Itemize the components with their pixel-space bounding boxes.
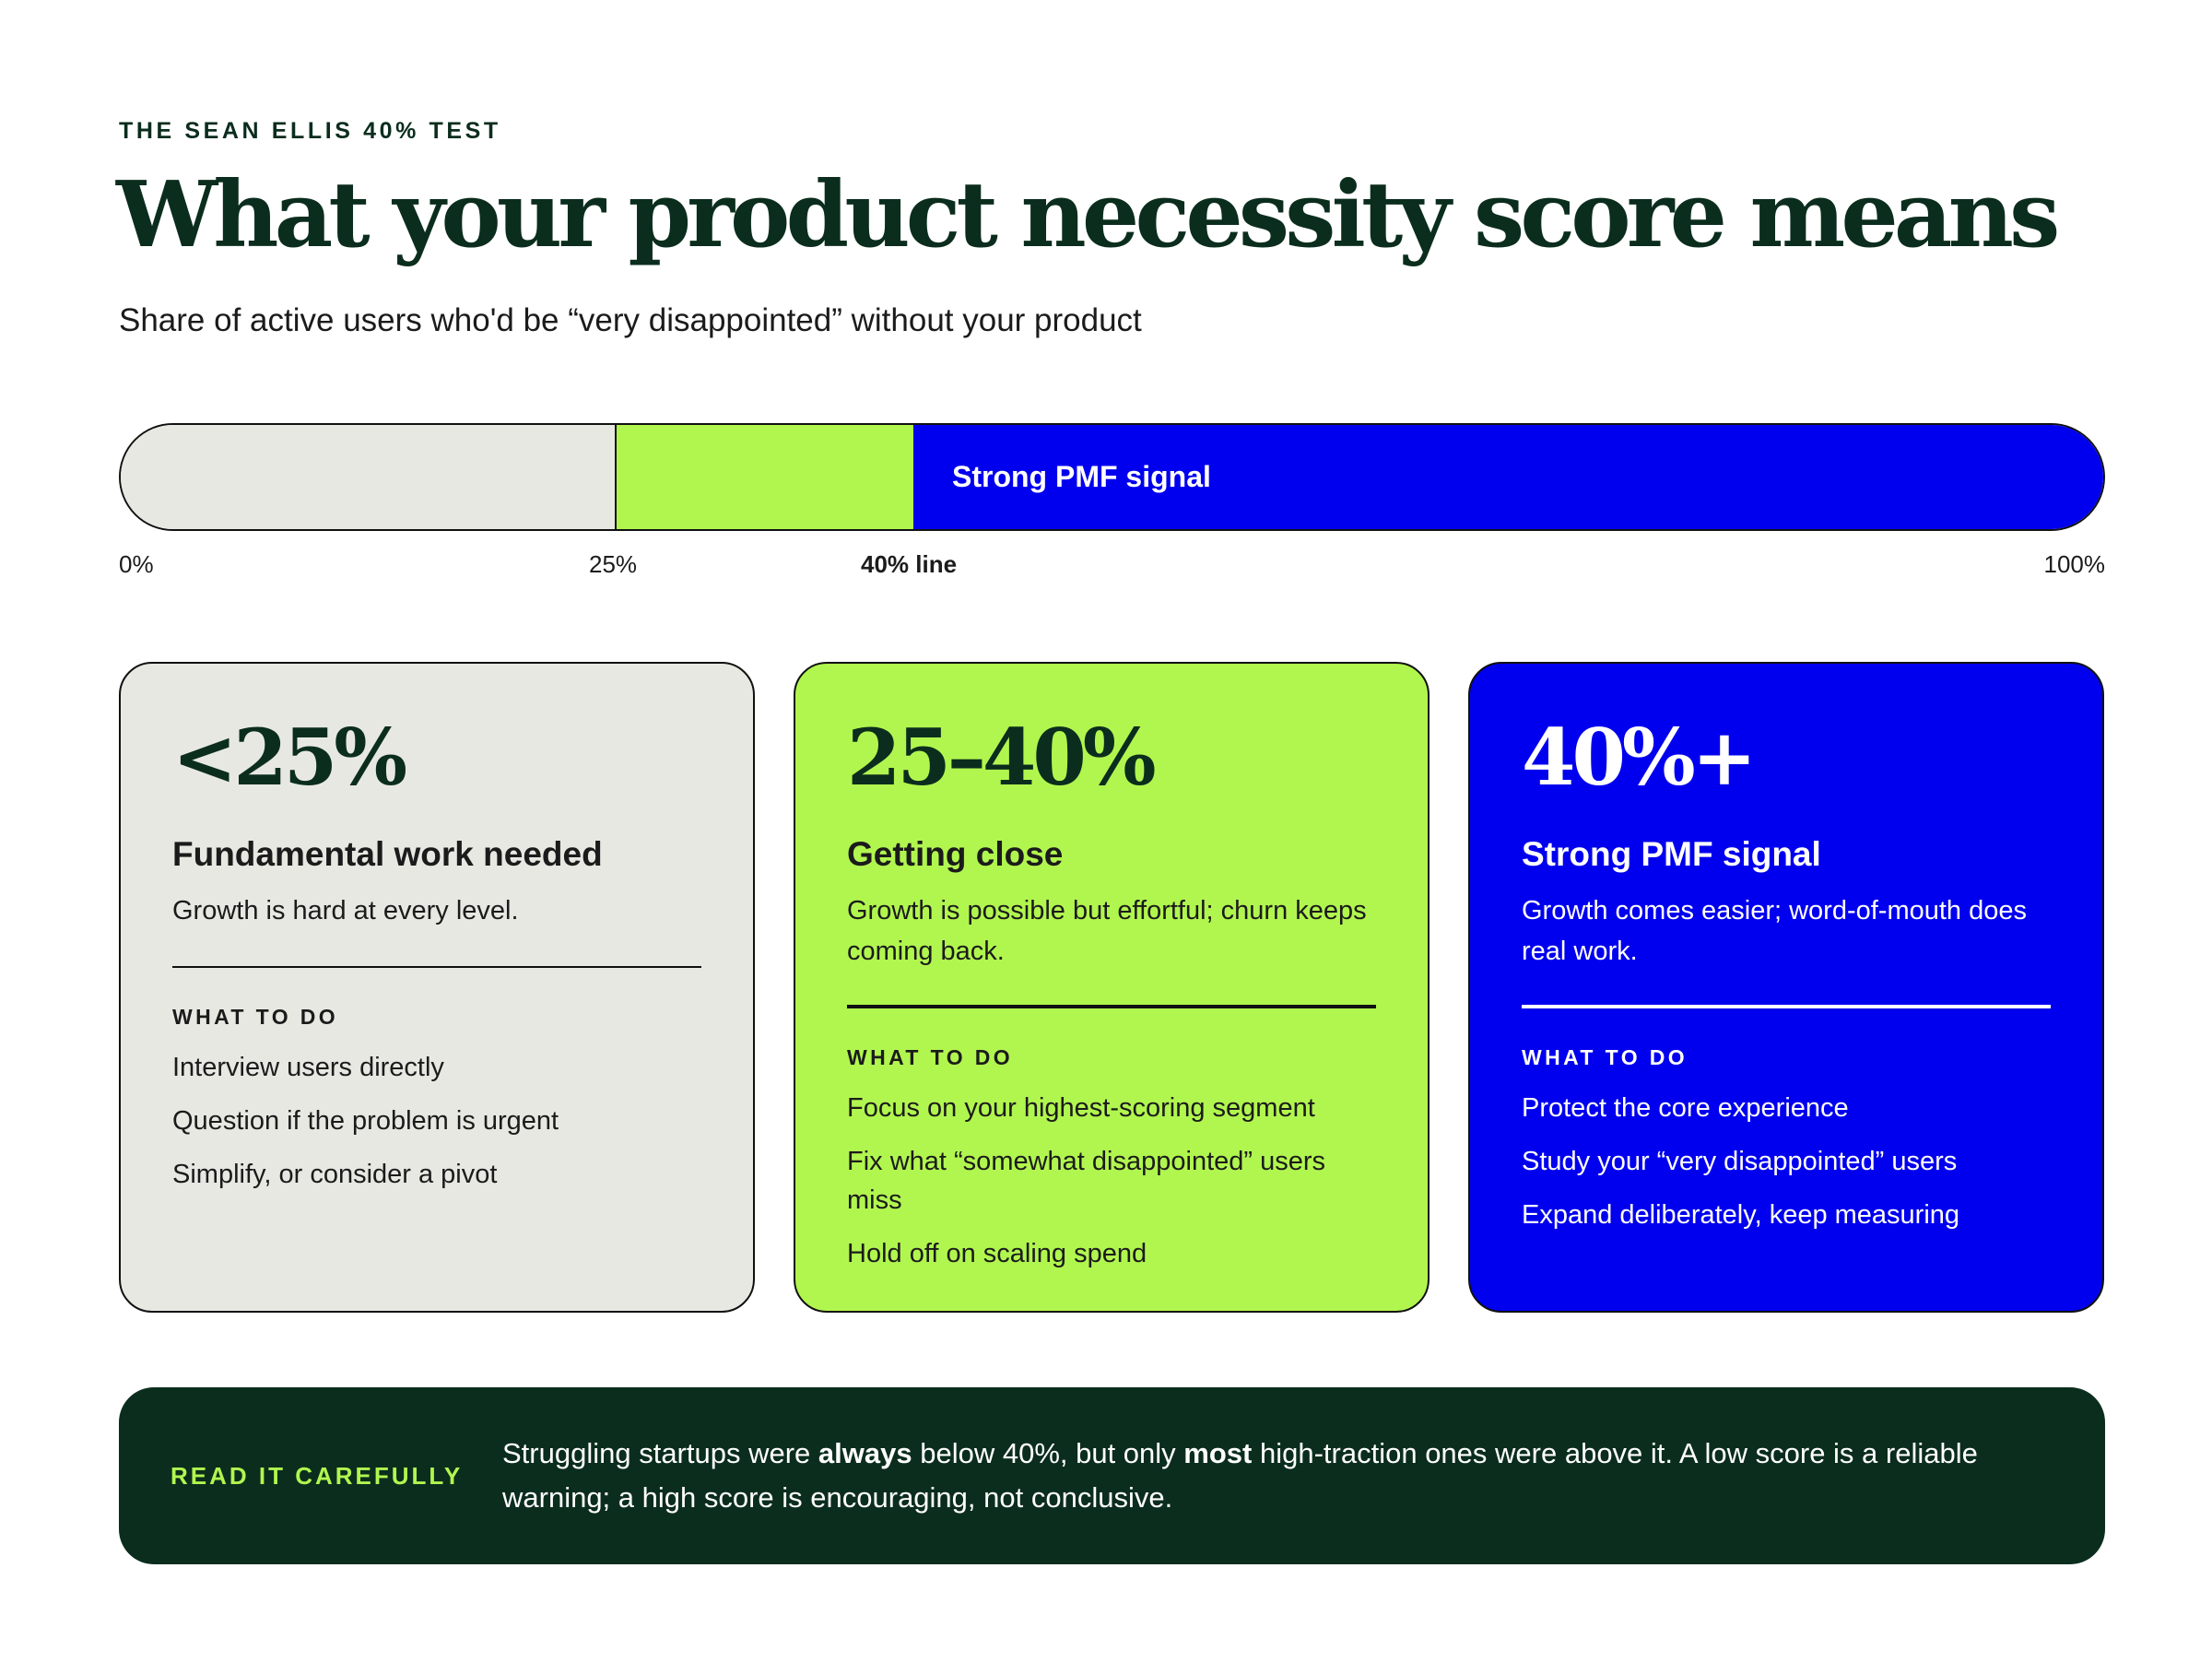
scale-tick-40-line: 40% line	[861, 550, 958, 578]
card-range: 25–40%	[847, 712, 1157, 803]
page-title: What your product necessity score means	[116, 162, 2060, 268]
what-to-do-label: WHAT TO DO	[1522, 1045, 1688, 1069]
scale-segment-high: Strong PMF signal	[913, 425, 2103, 529]
caution-note: READ IT CAREFULLY Struggling startups we…	[119, 1387, 2105, 1564]
what-to-do-label: WHAT TO DO	[172, 1005, 339, 1029]
action-list: Focus on your highest-scoring segment Fi…	[847, 1089, 1376, 1273]
card-heading: Strong PMF signal	[1522, 835, 1821, 873]
scale-tick-0: 0%	[119, 550, 154, 578]
scale-tick-100: 100%	[2043, 550, 2106, 578]
caution-note-text: Struggling startups were always below 40…	[502, 1432, 2069, 1520]
card-divider	[1522, 1005, 2051, 1008]
card-below-25: <25% Fundamental work needed Growth is h…	[119, 662, 755, 1313]
action-item: Interview users directly	[172, 1053, 444, 1082]
note-text-part: Struggling startups were	[502, 1437, 818, 1469]
note-emphasis: most	[1183, 1437, 1253, 1469]
what-to-do-label: WHAT TO DO	[847, 1045, 1014, 1069]
card-40-plus: 40%+ Strong PMF signal Growth comes easi…	[1468, 662, 2104, 1313]
card-description: Growth comes easier; word-of-mouth does …	[1522, 896, 2027, 966]
note-text-part: below 40%, but only	[912, 1437, 1184, 1469]
note-text-part: high-traction ones were above it. A low …	[502, 1437, 1978, 1514]
action-item: Fix what “somewhat disappointed” users m…	[847, 1147, 1326, 1215]
action-list: Interview users directly Question if the…	[172, 1048, 701, 1194]
card-heading: Fundamental work needed	[172, 835, 603, 873]
card-range: <25%	[172, 712, 407, 803]
scale-segment-high-label: Strong PMF signal	[952, 460, 1211, 493]
card-25-to-40: 25–40% Getting close Growth is possible …	[794, 662, 1430, 1313]
scale-tick-25: 25%	[589, 550, 638, 578]
card-description: Growth is possible but effortful; churn …	[847, 896, 1367, 966]
note-emphasis: always	[818, 1437, 912, 1469]
card-range: 40%+	[1522, 712, 1757, 803]
action-item: Simplify, or consider a pivot	[172, 1160, 498, 1189]
action-item: Hold off on scaling spend	[847, 1239, 1147, 1268]
action-item: Focus on your highest-scoring segment	[847, 1093, 1315, 1123]
action-item: Question if the problem is urgent	[172, 1106, 559, 1136]
page-subtitle: Share of active users who'd be “very dis…	[119, 302, 1142, 338]
card-heading: Getting close	[847, 835, 1064, 873]
action-item: Study your “very disappointed” users	[1522, 1147, 1958, 1176]
caution-note-label: READ IT CAREFULLY	[171, 1461, 464, 1490]
eyebrow: THE SEAN ELLIS 40% TEST	[119, 118, 501, 144]
scale-segment-low	[121, 425, 617, 529]
card-divider	[172, 966, 701, 968]
action-list: Protect the core experience Study your “…	[1522, 1089, 2051, 1234]
card-description: Growth is hard at every level.	[172, 896, 519, 925]
scale-segment-mid	[617, 425, 913, 529]
action-item: Expand deliberately, keep measuring	[1522, 1200, 1960, 1230]
action-item: Protect the core experience	[1522, 1093, 1849, 1123]
card-divider	[847, 1005, 1376, 1008]
score-scale-bar: Strong PMF signal	[119, 423, 2105, 531]
